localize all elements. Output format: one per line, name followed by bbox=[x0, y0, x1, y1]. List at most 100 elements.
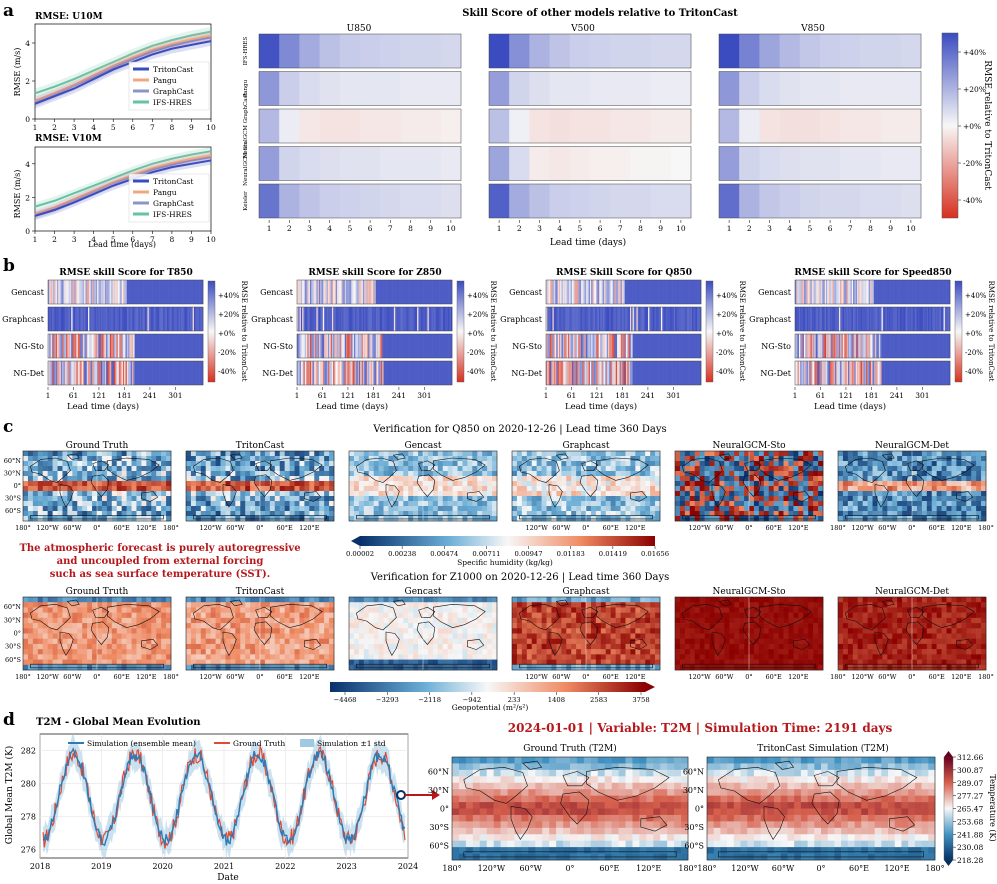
strip-cell bbox=[577, 280, 579, 304]
strip-cell bbox=[682, 307, 685, 331]
x-tick-label: 181 bbox=[366, 391, 380, 400]
heatmap-cell bbox=[509, 71, 530, 106]
strip-cell bbox=[55, 334, 58, 358]
strip-cell bbox=[567, 307, 570, 331]
strip-cell bbox=[860, 361, 863, 385]
map-pixel bbox=[941, 506, 947, 512]
strip-cell bbox=[623, 361, 626, 385]
x-tick-label: 8 bbox=[408, 224, 413, 233]
map-pixel bbox=[52, 476, 58, 482]
strip-cell bbox=[863, 280, 866, 304]
strip-cell bbox=[197, 334, 200, 358]
map-pixel bbox=[847, 486, 854, 492]
map-pixel bbox=[210, 451, 216, 457]
map-pixel bbox=[368, 476, 374, 482]
map-pixel bbox=[146, 511, 152, 517]
map-pixel bbox=[675, 451, 681, 457]
strip-cell bbox=[94, 307, 97, 331]
map-pixel bbox=[576, 506, 582, 512]
strip-cell bbox=[297, 334, 299, 358]
strip-cell bbox=[115, 307, 117, 331]
strip-cell bbox=[900, 280, 903, 304]
map-pixel bbox=[931, 486, 937, 492]
map-pixel bbox=[141, 491, 147, 497]
map-pixel bbox=[304, 466, 310, 472]
map-pixel bbox=[719, 471, 725, 477]
map-pixel bbox=[694, 506, 700, 512]
map-pixel bbox=[803, 511, 809, 517]
strip-cell bbox=[300, 334, 303, 358]
map-pixel bbox=[526, 456, 533, 462]
map-pixel bbox=[151, 476, 157, 482]
map-pixel bbox=[225, 451, 231, 457]
map-pixel bbox=[87, 471, 93, 477]
lon-label: 0° bbox=[256, 524, 263, 532]
map-pixel bbox=[630, 496, 636, 502]
strip-cell bbox=[335, 334, 338, 358]
map-pixel bbox=[47, 496, 53, 502]
strip-cell bbox=[898, 307, 900, 331]
map-pixel bbox=[52, 496, 58, 502]
strip-cell bbox=[178, 334, 181, 358]
strip-cell bbox=[635, 307, 637, 331]
xlabel: Lead time (days) bbox=[316, 401, 388, 412]
map-pixel bbox=[724, 481, 730, 487]
map-pixel bbox=[269, 501, 276, 507]
map-pixel bbox=[255, 496, 261, 502]
strip-cell bbox=[152, 280, 155, 304]
strip-cell bbox=[72, 334, 75, 358]
map-pixel bbox=[200, 466, 207, 472]
strip-cell bbox=[85, 280, 88, 304]
map-pixel bbox=[151, 461, 157, 467]
strip-cell bbox=[939, 307, 942, 331]
map-pixel bbox=[423, 496, 429, 502]
map-pixel bbox=[457, 501, 463, 507]
strip-frame bbox=[545, 306, 702, 332]
map-pixel bbox=[408, 486, 414, 492]
map-pixel bbox=[902, 451, 908, 457]
strip-cell bbox=[95, 280, 98, 304]
map-pixel bbox=[314, 501, 320, 507]
map-pixel bbox=[467, 451, 473, 457]
map-pixel bbox=[744, 501, 750, 507]
strip-cell bbox=[192, 334, 195, 358]
map-pixel bbox=[349, 471, 355, 477]
map-pixel bbox=[220, 461, 226, 467]
map-pixel bbox=[492, 451, 498, 457]
strip-cell bbox=[430, 361, 432, 385]
strip-cell bbox=[448, 334, 450, 358]
map-pixel bbox=[250, 466, 256, 472]
x-tick-label: 10 bbox=[906, 224, 916, 233]
map-pixel bbox=[512, 486, 518, 492]
strip-cell bbox=[653, 361, 655, 385]
strip-cell bbox=[876, 334, 878, 358]
map-pixel bbox=[235, 496, 241, 502]
strip-cell bbox=[560, 307, 562, 331]
map-pixel bbox=[512, 501, 518, 507]
map-pixel bbox=[679, 481, 686, 487]
map-pixel bbox=[729, 486, 735, 492]
map-pixel bbox=[235, 486, 241, 492]
strip-cell bbox=[421, 334, 423, 358]
strip-cell bbox=[137, 334, 139, 358]
map-pixel bbox=[255, 486, 261, 492]
heatmap-cell bbox=[759, 34, 780, 68]
strip-cell bbox=[668, 334, 671, 358]
strip-cell bbox=[347, 280, 349, 304]
legend-label: IFS-HRES bbox=[153, 210, 192, 219]
strip-cell bbox=[347, 361, 349, 385]
map-pixel bbox=[640, 511, 646, 517]
strip-cell bbox=[355, 334, 357, 358]
map-pixel bbox=[97, 456, 103, 462]
strip-cell bbox=[614, 280, 617, 304]
map-pixel bbox=[294, 486, 300, 492]
map-pixel bbox=[783, 491, 789, 497]
map-pixel bbox=[195, 471, 202, 477]
map-pixel bbox=[269, 476, 276, 482]
x-tick-label: 61 bbox=[69, 391, 79, 400]
strip-cell bbox=[567, 361, 570, 385]
map-pixel bbox=[882, 461, 888, 467]
strip-cell bbox=[326, 280, 329, 304]
strip-cell bbox=[59, 280, 62, 304]
